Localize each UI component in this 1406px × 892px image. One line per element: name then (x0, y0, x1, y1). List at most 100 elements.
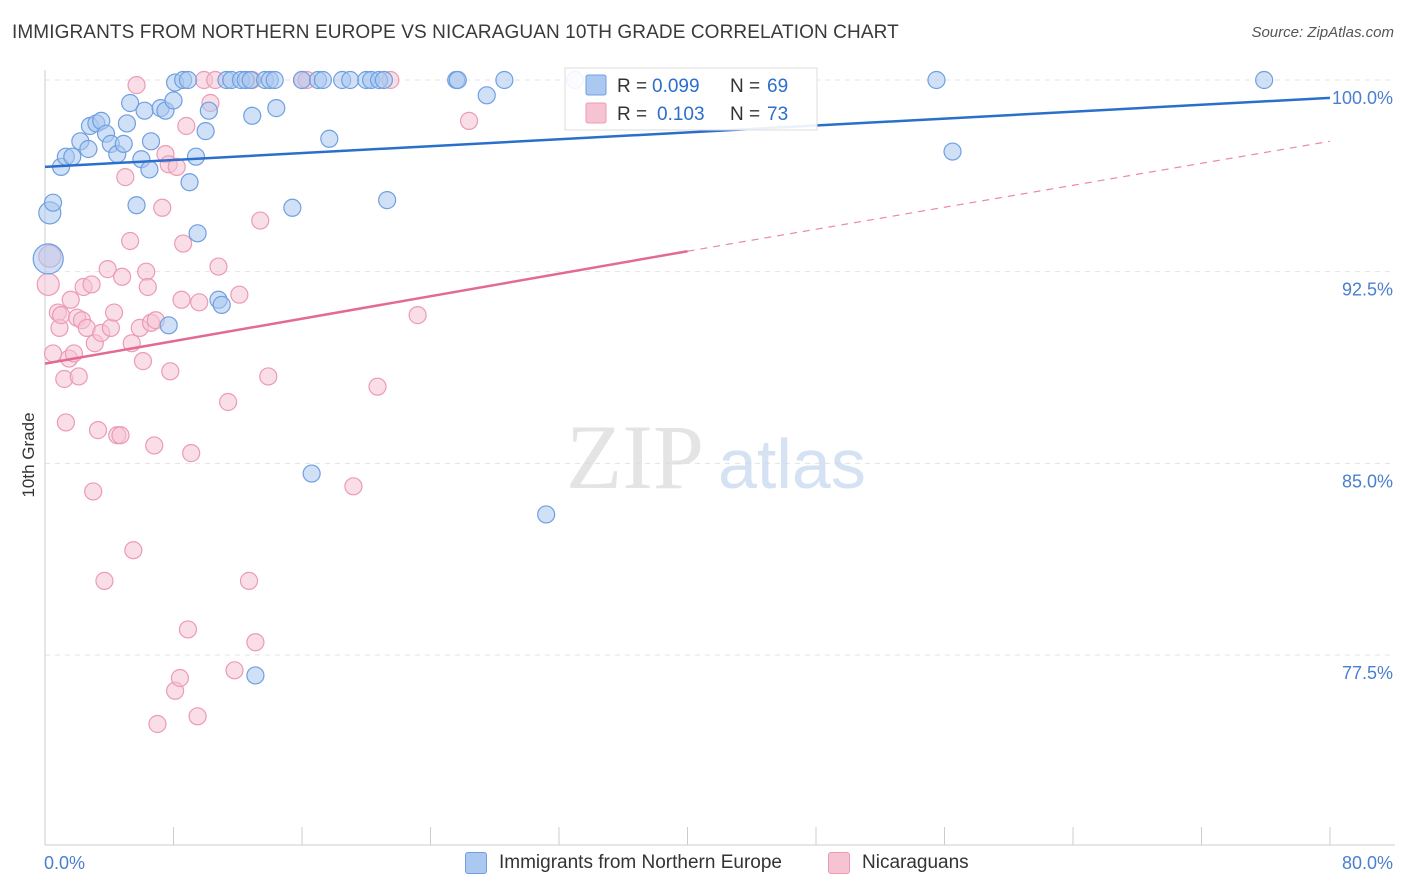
nicaraguans-point (344, 477, 363, 496)
nicaraguans-point (43, 344, 63, 363)
stats-n-label-blue: N = (730, 76, 760, 97)
x-tick-label-min: 0.0% (44, 853, 85, 873)
northern-europe-point (199, 101, 218, 120)
nicaraguans-point (239, 571, 259, 590)
stats-legend: R = 0.099 N = 69 R = 0.103 N = 73 (564, 67, 818, 131)
northern-europe-point (196, 122, 215, 141)
legend-item-northern-europe[interactable]: Immigrants from Northern Europe (465, 852, 782, 874)
legend-swatch-blue (465, 852, 487, 874)
trend-lines (44, 96, 1331, 365)
y-axis-label: 10th Grade (19, 412, 38, 497)
nicaraguans-point (127, 76, 146, 95)
nicaraguans-point (98, 260, 117, 279)
northern-europe-point (943, 142, 962, 161)
x-tick-label-max: 80.0% (1342, 853, 1393, 873)
northern-europe-point (135, 101, 154, 120)
northern-europe-point (32, 243, 64, 275)
northern-europe-point (212, 295, 231, 314)
nicaraguans-point (137, 262, 156, 281)
stats-n-label-pink: N = (730, 104, 760, 125)
northern-europe-point (43, 193, 63, 212)
nicaraguans-points (36, 70, 479, 734)
northern-europe-point (378, 191, 397, 210)
stats-n-value-blue: 69 (767, 76, 788, 97)
legend-swatch-pink (828, 852, 850, 874)
nicaraguans-trend-extrapolation (687, 140, 1331, 252)
nicaraguans-point (124, 541, 143, 560)
nicaraguans-point (69, 367, 88, 386)
northern-europe-point (283, 198, 302, 217)
northern-europe-point (114, 134, 133, 153)
legend-label-nicaraguans: Nicaraguans (862, 852, 969, 873)
nicaraguans-point (174, 234, 193, 253)
nicaraguans-point (112, 267, 132, 286)
northern-europe-point (1255, 70, 1274, 90)
northern-europe-point (302, 464, 321, 483)
nicaraguans-point (148, 714, 167, 734)
northern-europe-point (164, 91, 183, 110)
northern-europe-point (267, 99, 286, 118)
nicaraguans-point (230, 285, 249, 304)
northern-europe-point (495, 70, 514, 90)
nicaraguans-point (116, 168, 135, 187)
northern-europe-point (265, 70, 284, 90)
nicaraguans-point (84, 482, 103, 501)
nicaraguans-point (225, 661, 244, 680)
axis-layer: 77.5% 85.0% 92.5% 100.0% 0.0% 80.0% (44, 70, 1395, 873)
northern-europe-point (477, 86, 496, 105)
stats-r-label-blue: R = (617, 76, 647, 97)
nicaraguans-point (88, 421, 108, 440)
northern-europe-point (537, 505, 556, 524)
northern-europe-trend-line (44, 96, 1331, 169)
nicaraguans-point (121, 231, 140, 251)
northern-europe-point (246, 666, 265, 685)
nicaraguans-point (104, 303, 124, 322)
northern-europe-point (141, 132, 161, 151)
nicaraguans-point (82, 275, 101, 294)
legend-item-nicaraguans[interactable]: Nicaraguans (828, 852, 969, 874)
grid-layer (45, 79, 1395, 656)
nicaraguans-point (182, 444, 201, 463)
stats-n-value-pink: 73 (767, 104, 788, 125)
nicaraguans-point (111, 426, 130, 445)
northern-europe-point (927, 70, 946, 90)
stats-swatch-blue (585, 74, 607, 96)
nicaraguans-point (133, 352, 153, 371)
stats-r-value-pink: 0.103 (657, 104, 705, 125)
northern-europe-point (140, 160, 159, 179)
stats-legend-box (564, 67, 818, 131)
nicaraguans-point (95, 571, 114, 590)
nicaraguans-point (177, 116, 196, 136)
nicaraguans-point (190, 293, 209, 312)
northern-europe-point (243, 106, 262, 125)
watermark-atlas: atlas (718, 425, 866, 503)
stats-r-label-pink: R = (617, 104, 647, 125)
nicaraguans-point (188, 707, 207, 726)
nicaraguans-point (246, 633, 265, 652)
nicaraguans-point (178, 620, 198, 639)
nicaraguans-point (138, 277, 157, 297)
chart-title: IMMIGRANTS FROM NORTHERN EUROPE VS NICAR… (12, 22, 899, 43)
northern-europe-point (448, 70, 467, 90)
northern-europe-point (186, 147, 206, 166)
nicaraguans-point (408, 306, 427, 325)
nicaraguans-point (251, 211, 270, 230)
northern-europe-point (117, 114, 137, 133)
nicaraguans-point (209, 257, 228, 276)
northern-europe-point (180, 173, 199, 192)
legend-bottom: Immigrants from Northern Europe Nicaragu… (0, 848, 1406, 880)
northern-europe-point (292, 70, 312, 90)
source-label: Source: ZipAtlas.com (1251, 24, 1394, 41)
nicaraguans-point (170, 668, 190, 688)
nicaraguans-point (51, 306, 71, 325)
northern-europe-point (320, 129, 339, 148)
nicaraguans-point (56, 413, 75, 432)
northern-europe-point (121, 93, 140, 113)
nicaraguans-point (167, 157, 186, 176)
northern-europe-point (374, 70, 394, 90)
northern-europe-point (313, 70, 332, 90)
nicaraguans-point (459, 111, 479, 130)
northern-europe-point (159, 316, 178, 335)
northern-europe-point (63, 147, 82, 166)
